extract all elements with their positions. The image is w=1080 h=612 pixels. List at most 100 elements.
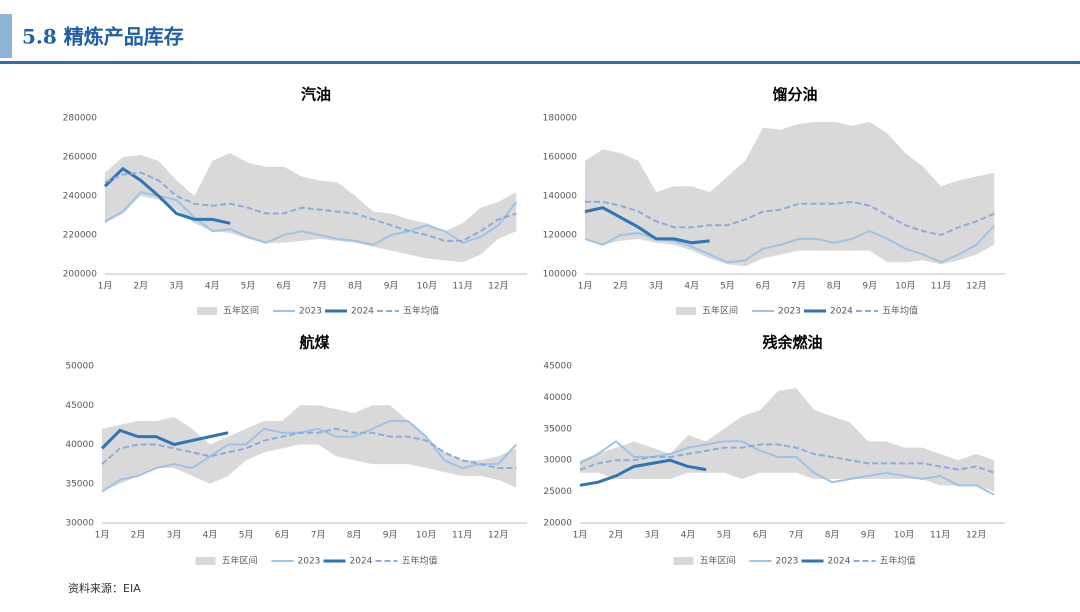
y-tick-label: 220000 — [63, 231, 98, 241]
x-tick-label: 12月 — [966, 281, 986, 292]
x-tick-label: 7月 — [791, 281, 806, 292]
range-band — [585, 121, 995, 267]
legend-label: 五年区间 — [223, 305, 259, 317]
x-tick-label: 1月 — [578, 281, 593, 292]
y-tick-label: 240000 — [63, 192, 98, 202]
header-icon — [0, 14, 12, 58]
series-line — [579, 443, 995, 474]
x-tick-label: 2月 — [613, 281, 628, 292]
x-tick-label: 5月 — [241, 281, 256, 292]
x-tick-label: 11月 — [931, 281, 951, 292]
x-tick-label: 6月 — [756, 281, 771, 292]
legend-swatch — [195, 557, 216, 565]
legend-label: 2023 — [778, 307, 801, 317]
series-line — [584, 206, 710, 245]
legend-label: 五年均值 — [403, 305, 439, 317]
x-tick-label: 11月 — [452, 530, 472, 541]
x-tick-label: 8月 — [348, 281, 363, 292]
legend-swatch — [676, 307, 696, 315]
y-tick-label: 180000 — [543, 114, 578, 124]
header-rule — [0, 61, 1080, 64]
x-tick-label: 11月 — [930, 530, 950, 541]
series-line — [104, 171, 517, 242]
legend-label: 2024 — [350, 557, 373, 567]
legend-label: 五年区间 — [702, 305, 738, 317]
x-tick-label: 8月 — [827, 281, 842, 292]
x-tick-label: 5月 — [717, 530, 732, 541]
chart-title: 残余燃油 — [762, 334, 822, 352]
chart-title: 航煤 — [299, 334, 329, 352]
legend-label: 五年区间 — [700, 555, 736, 567]
y-tick-label: 30000 — [543, 456, 572, 466]
y-tick-label: 40000 — [65, 440, 94, 450]
range-band — [102, 405, 517, 492]
series-line — [579, 440, 995, 496]
legend-label: 2023 — [298, 557, 321, 567]
legend-label: 五年均值 — [880, 555, 916, 567]
series-line — [585, 200, 995, 237]
y-tick-label: 25000 — [543, 487, 572, 497]
x-tick-label: 4月 — [684, 281, 699, 292]
y-tick-label: 140000 — [543, 192, 578, 202]
x-tick-label: 3月 — [649, 281, 664, 292]
y-tick-label: 35000 — [65, 479, 94, 489]
x-tick-label: 7月 — [789, 530, 804, 541]
y-tick-label: 45000 — [543, 362, 572, 372]
legend-swatch — [197, 307, 217, 315]
x-tick-label: 5月 — [239, 530, 254, 541]
header-title: 5.8 精炼产品库存 — [22, 25, 184, 49]
x-tick-label: 1月 — [573, 530, 588, 541]
y-tick-label: 120000 — [543, 231, 578, 241]
chart-title: 汽油 — [301, 86, 331, 104]
legend-label: 2023 — [776, 557, 799, 567]
source: 资料来源：EIA — [68, 581, 141, 595]
range-band — [580, 387, 995, 492]
legend-label: 2024 — [830, 307, 853, 317]
x-tick-label: 1月 — [95, 530, 110, 541]
y-tick-label: 35000 — [543, 424, 572, 434]
series-line — [100, 428, 229, 450]
x-tick-label: 1月 — [98, 281, 113, 292]
y-tick-label: 200000 — [63, 270, 98, 280]
x-tick-label: 5月 — [720, 281, 735, 292]
x-tick-label: 9月 — [384, 281, 399, 292]
series-line — [101, 419, 517, 493]
y-tick-label: 45000 — [65, 401, 94, 411]
series-line — [104, 191, 518, 246]
series-line — [101, 427, 517, 470]
x-tick-label: 4月 — [205, 281, 220, 292]
x-tick-label: 7月 — [312, 281, 327, 292]
x-tick-label: 12月 — [966, 530, 986, 541]
x-tick-label: 3月 — [645, 530, 660, 541]
y-tick-label: 50000 — [65, 362, 94, 372]
legend-label: 五年均值 — [882, 305, 918, 317]
x-tick-label: 6月 — [275, 530, 290, 541]
y-tick-label: 160000 — [543, 153, 578, 163]
y-tick-label: 20000 — [543, 519, 572, 529]
x-tick-label: 3月 — [167, 530, 182, 541]
x-tick-label: 12月 — [488, 530, 508, 541]
x-tick-label: 3月 — [169, 281, 184, 292]
x-tick-label: 4月 — [203, 530, 218, 541]
legend-label: 2024 — [828, 557, 851, 567]
x-tick-label: 6月 — [276, 281, 291, 292]
x-tick-label: 12月 — [488, 281, 508, 292]
x-tick-label: 4月 — [681, 530, 696, 541]
y-tick-label: 40000 — [543, 393, 572, 403]
x-tick-label: 10月 — [417, 281, 437, 292]
x-tick-label: 2月 — [133, 281, 148, 292]
y-tick-label: 30000 — [65, 519, 94, 529]
x-tick-label: 2月 — [609, 530, 624, 541]
series-line — [579, 458, 707, 487]
x-tick-label: 7月 — [311, 530, 326, 541]
x-tick-label: 11月 — [452, 281, 472, 292]
legend-swatch — [673, 557, 694, 565]
x-tick-label: 8月 — [347, 530, 362, 541]
y-tick-label: 100000 — [543, 270, 578, 280]
y-tick-label: 280000 — [63, 114, 98, 124]
series-line — [103, 166, 231, 225]
y-tick-label: 260000 — [63, 153, 98, 163]
x-tick-label: 10月 — [416, 530, 436, 541]
legend-label: 五年均值 — [402, 555, 438, 567]
